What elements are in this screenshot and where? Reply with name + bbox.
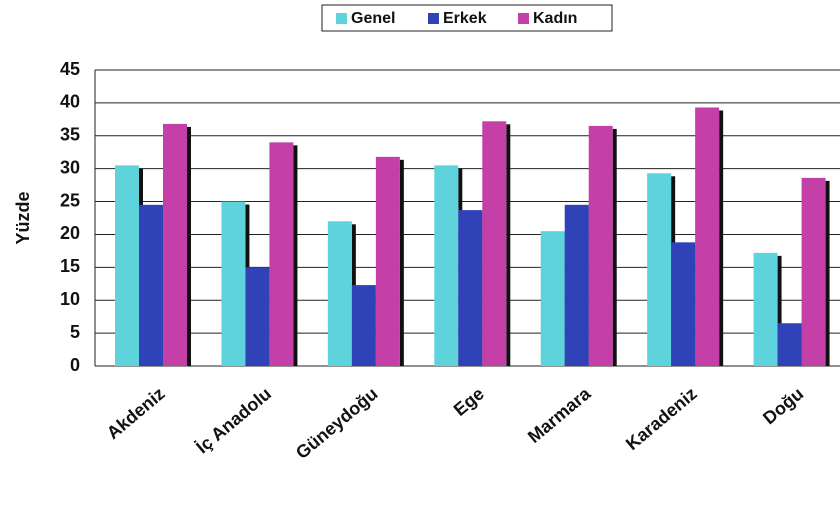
- legend-swatch: [428, 13, 439, 24]
- y-tick-label: 45: [60, 59, 80, 79]
- bar: [351, 285, 376, 366]
- bar: [564, 204, 589, 366]
- bar: [647, 173, 672, 366]
- bar: [269, 142, 294, 366]
- bar: [139, 204, 163, 366]
- bar-side: [506, 124, 511, 366]
- bar: [482, 121, 507, 366]
- y-tick-label: 20: [60, 223, 80, 243]
- x-tick-label: Akdeniz: [103, 383, 169, 443]
- bar: [434, 165, 459, 366]
- legend-label: Kadın: [533, 10, 577, 27]
- bar-side: [719, 110, 724, 366]
- bar-side: [399, 159, 404, 366]
- x-tick-label: Karadeniz: [622, 383, 701, 454]
- bar: [695, 107, 720, 366]
- y-axis-title: Yüzde: [13, 191, 33, 244]
- y-tick-label: 35: [60, 125, 80, 145]
- bar-side: [777, 255, 782, 366]
- legend-label: Erkek: [443, 10, 487, 27]
- legend: Genel Erkek Kadın: [321, 4, 613, 32]
- bar-side: [825, 180, 830, 366]
- legend-label: Genel: [351, 10, 395, 27]
- bar: [801, 177, 826, 366]
- bar: [540, 231, 565, 366]
- y-tick-label: 40: [60, 92, 80, 112]
- x-tick-label: Doğu: [759, 383, 807, 428]
- y-tick-label: 5: [70, 322, 80, 342]
- bar: [163, 123, 187, 366]
- bar: [375, 156, 400, 366]
- x-tick-label: Güneydoğu: [292, 383, 381, 463]
- bar: [115, 165, 139, 366]
- bar: [753, 252, 778, 366]
- y-tick-label: 10: [60, 289, 80, 309]
- x-tick-label: İç Anadolu: [192, 383, 275, 457]
- x-tick-label: Ege: [450, 383, 488, 420]
- bar: [671, 242, 696, 366]
- bar-side: [293, 145, 298, 366]
- bar-side: [612, 128, 617, 366]
- bar: [777, 323, 802, 366]
- bar: [458, 210, 483, 366]
- bar: [221, 201, 246, 366]
- y-tick-label: 0: [70, 355, 80, 375]
- bar-side: [187, 126, 191, 366]
- y-tick-label: 30: [60, 157, 80, 177]
- legend-swatch: [336, 13, 347, 24]
- x-tick-label: Marmara: [524, 383, 595, 447]
- legend-box: [321, 4, 613, 32]
- legend-swatch: [518, 13, 529, 24]
- y-tick-label: 25: [60, 190, 80, 210]
- bar: [588, 125, 613, 367]
- y-tick-label: 15: [60, 256, 80, 276]
- bar: [245, 267, 270, 366]
- bar: [327, 221, 352, 366]
